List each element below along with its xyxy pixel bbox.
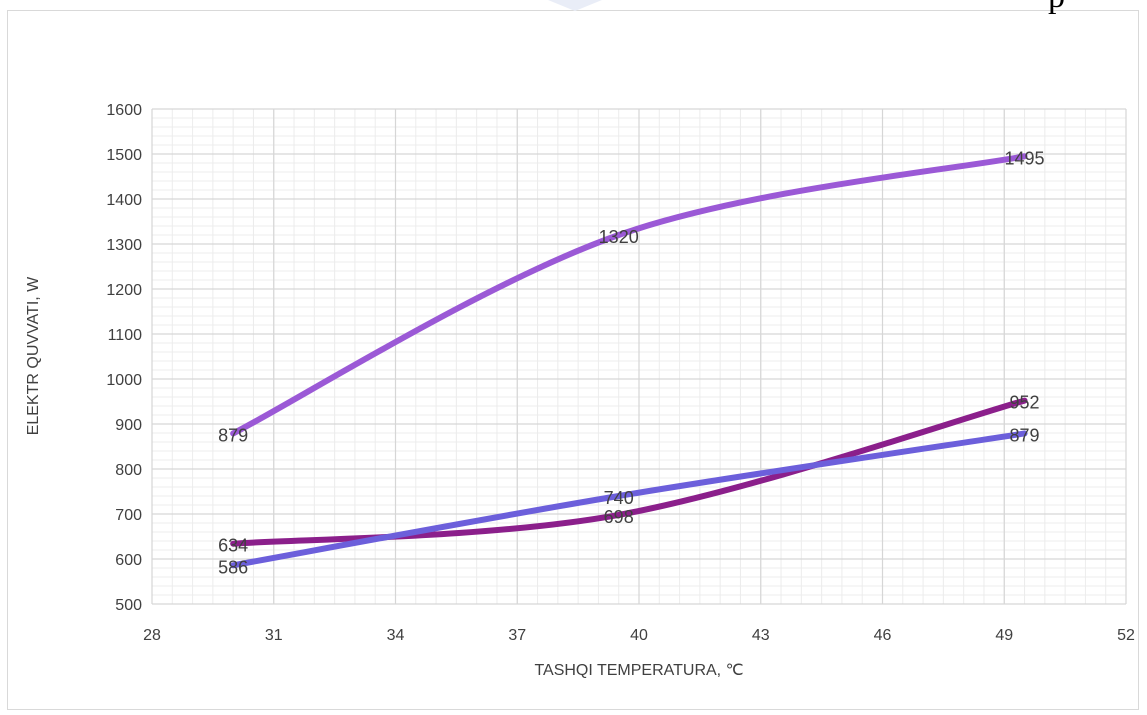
- data-label: 952: [1010, 393, 1040, 413]
- data-label: 1320: [599, 227, 639, 247]
- decorative-triangle: [548, 0, 602, 11]
- y-tick-label: 1000: [106, 372, 142, 389]
- series-line-2: [230, 397, 1028, 547]
- y-tick-label: 1100: [108, 327, 143, 344]
- x-tick-label: 31: [265, 627, 283, 644]
- data-label: 698: [604, 507, 634, 527]
- y-tick-label: 900: [115, 417, 142, 434]
- x-tick-label: 49: [995, 627, 1013, 644]
- major-gridlines: [151, 108, 1127, 605]
- y-tick-label: 1300: [106, 237, 142, 254]
- series-line-3: [230, 430, 1028, 569]
- data-label: 634: [218, 536, 248, 556]
- x-tick-label: 52: [1117, 627, 1135, 644]
- y-tick-label: 700: [115, 507, 142, 524]
- x-tick-label: 34: [387, 627, 405, 644]
- x-tick-label: 40: [630, 627, 648, 644]
- data-label: 1495: [1005, 148, 1045, 168]
- data-label: 586: [218, 557, 248, 577]
- corner-glyph: p: [1048, 0, 1065, 16]
- y-tick-label: 600: [115, 552, 142, 569]
- x-tick-label: 43: [752, 627, 770, 644]
- data-label: 879: [218, 425, 248, 445]
- y-axis-title: ELEKTR QUVVATI, W: [25, 276, 42, 435]
- x-tick-label: 37: [508, 627, 526, 644]
- x-tick-label: 28: [143, 627, 161, 644]
- tick-labels: 28 31 34 37 40 43 46 49 52 500 600 700 800 900 1000 110…: [106, 102, 1135, 644]
- data-labels: 879 1320 1495 634 698 952 586 740 879: [218, 148, 1044, 577]
- y-tick-label: 1600: [106, 102, 142, 119]
- y-tick-label: 1400: [106, 192, 142, 209]
- y-tick-label: 800: [115, 462, 142, 479]
- data-label: 740: [604, 488, 634, 508]
- y-tick-label: 1200: [106, 282, 142, 299]
- y-tick-label: 500: [115, 597, 142, 614]
- y-tick-label: 1500: [106, 147, 142, 164]
- x-axis-title: TASHQI TEMPERATURA, ℃: [534, 662, 743, 679]
- x-tick-label: 46: [874, 627, 892, 644]
- series-layer: [230, 153, 1028, 569]
- series-line-1: [230, 153, 1028, 437]
- data-label: 879: [1010, 425, 1040, 445]
